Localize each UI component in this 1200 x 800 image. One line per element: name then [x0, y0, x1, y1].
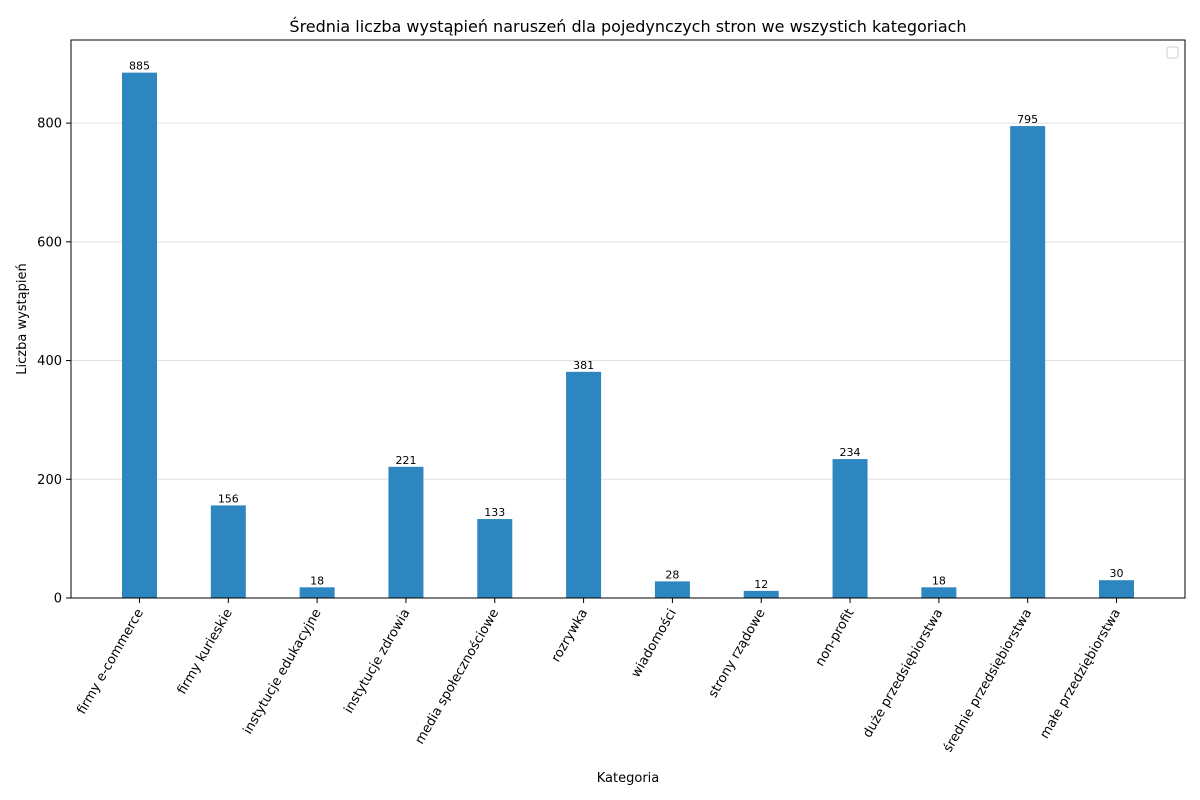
data-label-5: 381 — [573, 359, 594, 372]
x-tick-label-8: non-profit — [813, 607, 858, 670]
y-axis-label: Liczba wystąpień — [15, 263, 30, 374]
y-tick-label-4: 800 — [37, 117, 62, 132]
legend — [1166, 46, 1179, 59]
bar-2 — [299, 587, 335, 598]
bar-5 — [566, 371, 602, 598]
data-label-10: 795 — [1017, 113, 1038, 126]
data-labels: 885 156 18 221 133 381 28 12 234 18 795 30 — [129, 60, 1124, 591]
data-label-3: 221 — [395, 454, 416, 467]
data-label-9: 18 — [932, 574, 946, 587]
data-label-0: 885 — [129, 60, 150, 73]
x-axis-label: Kategoria — [597, 771, 660, 786]
bar-9 — [921, 587, 957, 598]
bar-6 — [654, 581, 690, 598]
y-tick-label-0: 0 — [54, 592, 62, 607]
x-tick-label-11: małe przedziębiorstwa — [1037, 607, 1124, 742]
data-label-8: 234 — [840, 446, 861, 459]
y-axis-ticks: 0 200 400 600 800 — [37, 117, 71, 607]
x-tick-label-10: średnie przedsiębiorstwa — [941, 607, 1035, 755]
x-tick-label-6: wiadomości — [629, 607, 680, 681]
bar-3 — [388, 466, 424, 598]
y-tick-label-2: 400 — [37, 354, 62, 369]
bar-1 — [210, 505, 246, 598]
bar-10 — [1010, 126, 1046, 599]
x-tick-label-5: rozrywka — [549, 607, 591, 665]
grid-lines — [71, 122, 1185, 480]
x-tick-label-0: firmy e-commerce — [74, 607, 147, 718]
x-tick-label-1: firmy kurieskie — [175, 607, 236, 698]
x-axis-ticks: firmy e-commerce firmy kurieskie instytucj… — [74, 598, 1124, 755]
y-tick-label-1: 200 — [37, 473, 62, 488]
data-label-4: 133 — [484, 506, 505, 519]
bar-0 — [122, 72, 157, 599]
data-label-6: 28 — [665, 568, 679, 581]
data-label-2: 18 — [310, 574, 324, 587]
bar-8 — [832, 459, 868, 598]
bar-4 — [477, 519, 513, 598]
x-tick-label-4: media społecznościowe — [412, 607, 502, 748]
x-tick-label-3: instytucje zdrowia — [341, 607, 413, 717]
data-label-7: 12 — [754, 578, 768, 591]
plot-frame — [70, 39, 1186, 599]
bars — [122, 72, 1134, 599]
x-tick-label-7: strony rządowe — [706, 607, 769, 701]
data-label-1: 156 — [218, 492, 239, 505]
data-label-11: 30 — [1110, 567, 1124, 580]
chart-title: Średnia liczba wystąpień naruszeń dla po… — [289, 17, 966, 36]
y-tick-label-3: 600 — [37, 235, 62, 250]
bar-7 — [743, 590, 779, 598]
x-tick-label-9: duże przedsiębiorstwa — [860, 607, 946, 741]
bar-11 — [1099, 580, 1134, 598]
x-tick-label-2: instytucje edukacyjne — [241, 607, 325, 738]
